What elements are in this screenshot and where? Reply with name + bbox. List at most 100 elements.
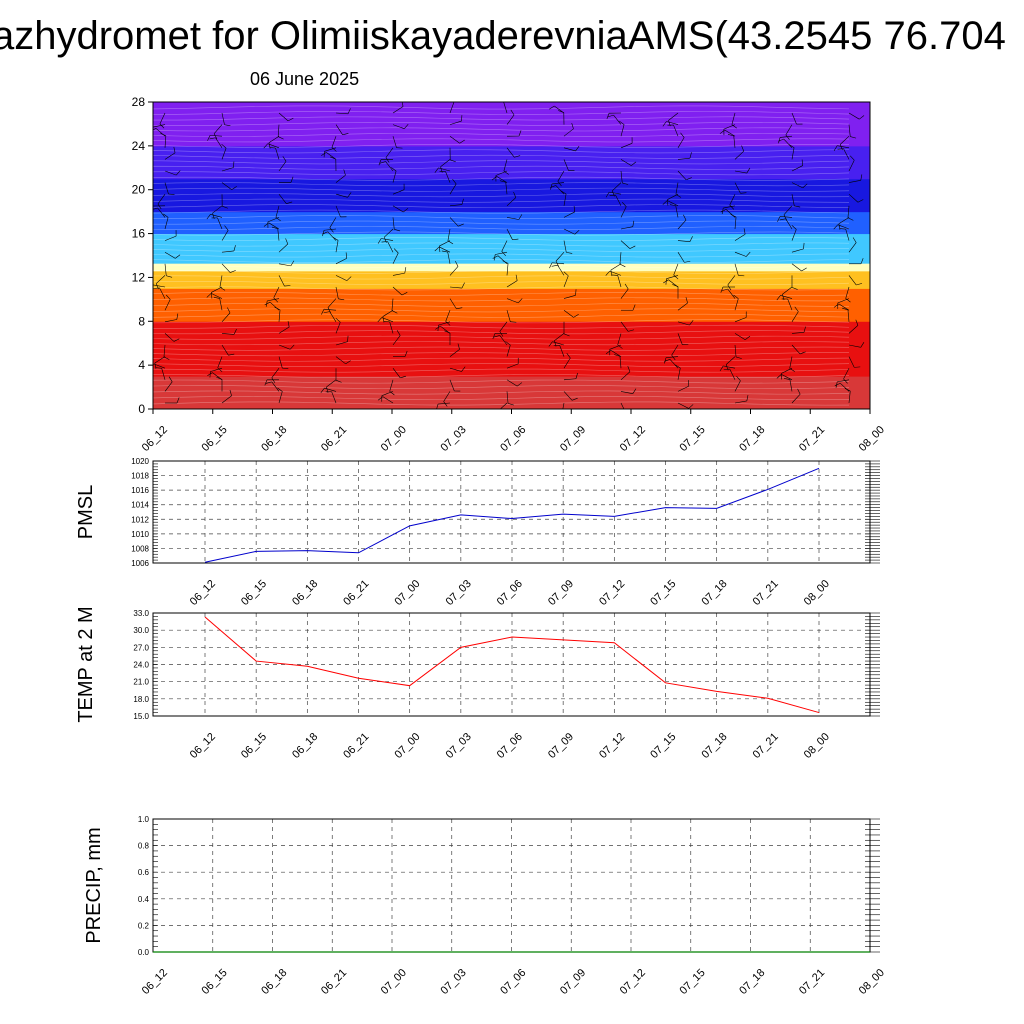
wind-barb xyxy=(278,275,285,287)
x-tick-label: 07_09 xyxy=(558,967,588,997)
wind-barb-flag xyxy=(571,122,574,129)
wind-barb-flag xyxy=(271,226,278,229)
wind-barb xyxy=(620,402,625,409)
color-band-1 xyxy=(153,321,870,377)
wind-barb xyxy=(677,240,690,242)
wind-barb xyxy=(848,356,855,368)
wind-barb-flag xyxy=(791,287,798,290)
wind-barb xyxy=(620,321,629,332)
wind-barb-flag xyxy=(719,365,724,372)
wind-barb xyxy=(620,206,627,218)
wind-barb xyxy=(211,293,223,299)
wind-barb xyxy=(725,209,736,218)
wind-barb xyxy=(384,228,394,238)
wind-barb xyxy=(221,230,229,241)
wind-barb-flag xyxy=(662,200,668,205)
x-tick-label: 06_18 xyxy=(259,424,289,454)
wind-barb xyxy=(275,147,280,160)
wind-barb xyxy=(848,112,860,120)
wind-barb xyxy=(563,309,574,318)
wind-barb xyxy=(791,194,795,207)
x-tick-label: 08_00 xyxy=(802,731,832,761)
panel-frame xyxy=(152,612,871,717)
wind-barb xyxy=(782,286,793,295)
wind-barb-flag xyxy=(835,381,838,388)
wind-barb-flag xyxy=(778,137,781,144)
wind-barb-flag xyxy=(675,364,681,369)
wind-barb xyxy=(392,335,401,346)
x-tick-label: 07_18 xyxy=(699,731,729,761)
wind-barb xyxy=(221,112,225,125)
wind-barb-flag xyxy=(518,214,523,220)
wind-barb-flag xyxy=(382,316,385,323)
wind-barb-flag xyxy=(450,98,455,102)
wind-barb xyxy=(677,402,689,409)
wind-barb xyxy=(619,356,622,369)
wind-barb xyxy=(267,143,280,149)
wind-barb xyxy=(506,114,515,125)
wind-barb xyxy=(389,321,394,334)
wind-barb xyxy=(840,135,850,145)
wind-barb-flag xyxy=(852,237,857,243)
wind-barb xyxy=(675,205,679,218)
wind-barb xyxy=(161,368,166,380)
contour-line xyxy=(153,143,850,148)
wind-barb-flag xyxy=(738,275,745,277)
wind-barb xyxy=(164,319,177,323)
wind-barb xyxy=(848,242,857,253)
wind-barb xyxy=(723,205,736,209)
wind-barb-flag xyxy=(385,157,390,163)
wind-barb-flag xyxy=(176,170,181,176)
wind-barb xyxy=(153,284,166,288)
wind-barb-flag xyxy=(498,411,500,417)
wind-barb-flag xyxy=(575,289,577,296)
wind-barb xyxy=(381,317,394,323)
wind-barb xyxy=(673,124,679,137)
wind-barb-flag xyxy=(447,240,454,245)
wind-barb xyxy=(392,368,401,378)
wind-barb xyxy=(157,194,166,205)
wind-barb xyxy=(791,182,803,189)
contour-line xyxy=(153,319,850,324)
wind-barb xyxy=(783,138,793,149)
wind-barb-flag xyxy=(157,203,162,210)
wind-barb-flag xyxy=(617,344,623,349)
wind-barb-flag xyxy=(675,194,682,198)
color-band-6 xyxy=(153,211,870,235)
wind-barb xyxy=(327,298,337,308)
x-tick-label: 07_18 xyxy=(699,578,729,608)
x-tick-label: 07_12 xyxy=(618,967,648,997)
wind-barb xyxy=(791,344,801,355)
wind-barb xyxy=(734,344,737,357)
wind-barb-flag xyxy=(510,321,517,323)
wind-barb xyxy=(164,217,169,230)
wind-barb-flag xyxy=(440,166,443,173)
x-tick-label: 06_12 xyxy=(188,731,218,761)
wind-barb xyxy=(612,182,622,192)
wind-barb xyxy=(335,205,341,218)
wind-barb xyxy=(392,286,403,296)
wind-barb xyxy=(335,174,346,183)
contour-line xyxy=(153,291,850,296)
wind-barb-flag xyxy=(458,223,464,227)
wind-barb xyxy=(268,222,280,230)
wind-barb-flag xyxy=(219,286,226,291)
contour-line xyxy=(153,111,850,115)
wind-barb xyxy=(389,379,394,392)
y-tick-label: 28 xyxy=(132,95,146,109)
wind-barb-flag xyxy=(401,292,408,296)
wind-barb-flag xyxy=(227,307,231,314)
wind-barb xyxy=(278,161,287,172)
wind-barb-flag xyxy=(346,276,352,281)
contour-line xyxy=(153,379,850,384)
wind-barb-flag xyxy=(282,156,287,162)
x-tick-label: 06_21 xyxy=(319,967,349,997)
wind-barb xyxy=(675,182,679,195)
wind-barb-flag xyxy=(802,183,808,189)
wind-barb xyxy=(791,165,803,172)
wind-barb-flag xyxy=(860,174,863,181)
wind-barb-flag xyxy=(222,205,228,209)
wind-barb xyxy=(164,182,169,195)
wind-barb xyxy=(324,228,337,231)
wind-barb-flag xyxy=(607,114,614,118)
